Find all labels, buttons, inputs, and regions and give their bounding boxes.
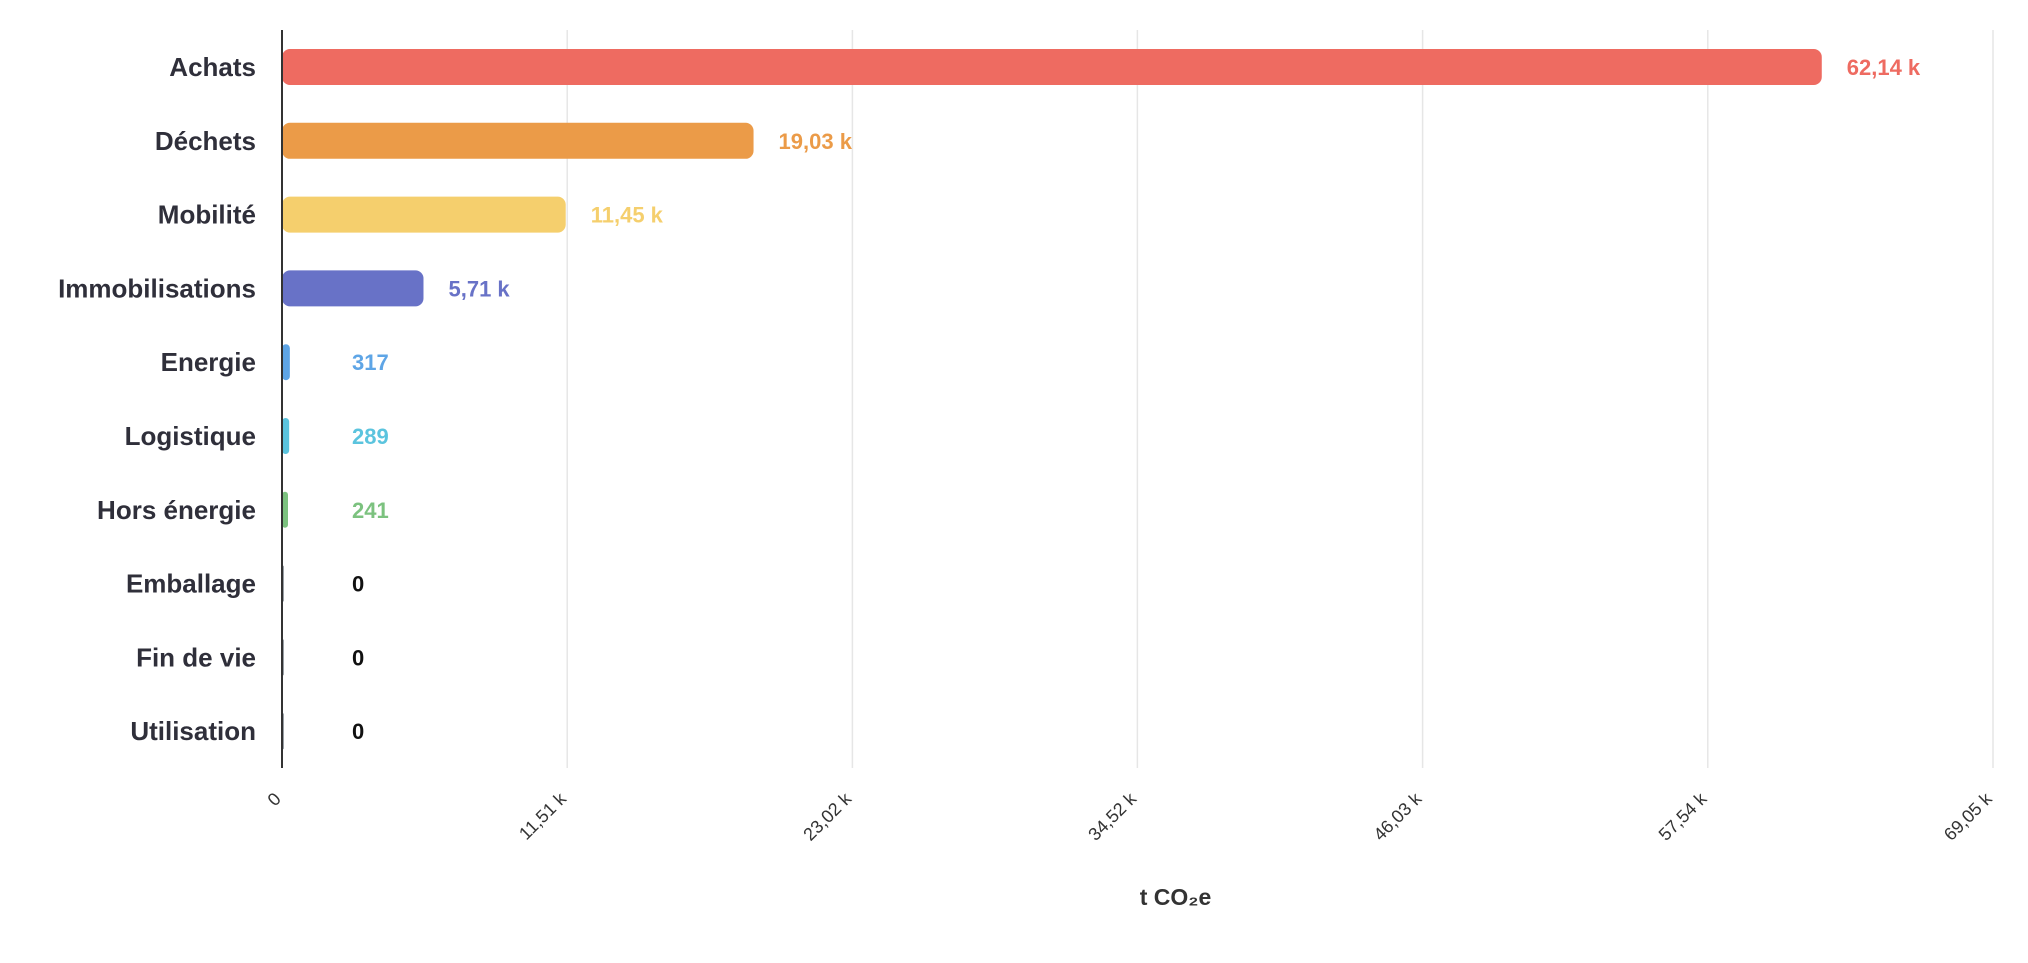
bar[interactable] [282, 49, 1822, 85]
bar[interactable] [282, 418, 290, 454]
x-tick-label: 57,54 k [1655, 788, 1712, 845]
category-label: Hors énergie [97, 495, 256, 525]
category-label: Energie [161, 347, 256, 377]
value-label: 19,03 k [779, 129, 853, 154]
value-label: 5,71 k [448, 276, 510, 301]
value-label: 0 [352, 719, 364, 744]
category-label: Immobilisations [58, 273, 256, 303]
x-tick-label: 23,02 k [799, 788, 856, 845]
bar[interactable] [282, 344, 290, 381]
category-label: Déchets [155, 126, 256, 156]
x-tick-label: 0 [264, 789, 285, 810]
bar[interactable] [282, 270, 424, 307]
x-tick-labels: 0 11,51 k 23,02 k 34,52 k 46,03 k 57,54 k 69,0… [264, 788, 1997, 845]
category-label: Mobilité [158, 200, 256, 230]
x-axis-title: t CO₂e [1140, 884, 1212, 910]
bar[interactable] [282, 122, 754, 159]
value-label: 0 [352, 572, 364, 597]
value-labels: 62,14 k 19,03 k 11,45 k 5,71 k 317 289 241 0 0 0 [352, 55, 1921, 744]
value-label: 0 [352, 645, 364, 670]
category-label: Logistique [125, 421, 256, 451]
bars [282, 49, 1822, 750]
category-label: Utilisation [130, 716, 256, 746]
category-label: Achats [169, 52, 256, 82]
x-tick-label: 34,52 k [1084, 788, 1141, 845]
value-label: 317 [352, 350, 389, 375]
x-tick-label: 11,51 k [515, 788, 571, 844]
value-label: 11,45 k [591, 203, 664, 228]
bar[interactable] [282, 491, 288, 528]
gridlines [566, 30, 1994, 768]
value-label: 241 [352, 498, 389, 523]
bar[interactable] [282, 196, 566, 233]
value-label: 289 [352, 424, 389, 449]
category-label: Fin de vie [136, 642, 256, 672]
category-label: Emballage [126, 569, 256, 599]
x-tick-label: 46,03 k [1370, 788, 1427, 845]
value-label: 62,14 k [1847, 55, 1921, 80]
x-tick-label: 69,05 k [1940, 788, 1997, 845]
category-labels: Achats Déchets Mobilité Immobilisations Ener… [58, 52, 256, 746]
